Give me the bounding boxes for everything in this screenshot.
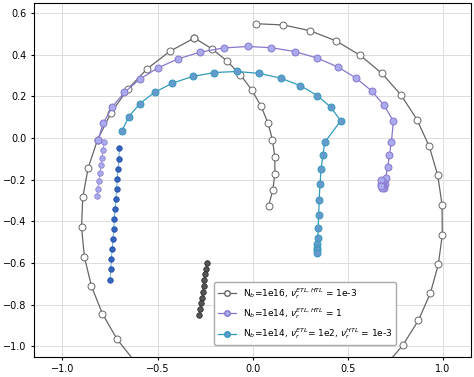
Legend: N$_b$=1e16, $\nu_r^{ETL,HTL}$ = 1e-3, N$_b$=1e14, $\nu_r^{ETL,HTL}$ = 1, N$_b$=1: N$_b$=1e16, $\nu_r^{ETL,HTL}$ = 1e-3, N$…	[214, 282, 396, 345]
